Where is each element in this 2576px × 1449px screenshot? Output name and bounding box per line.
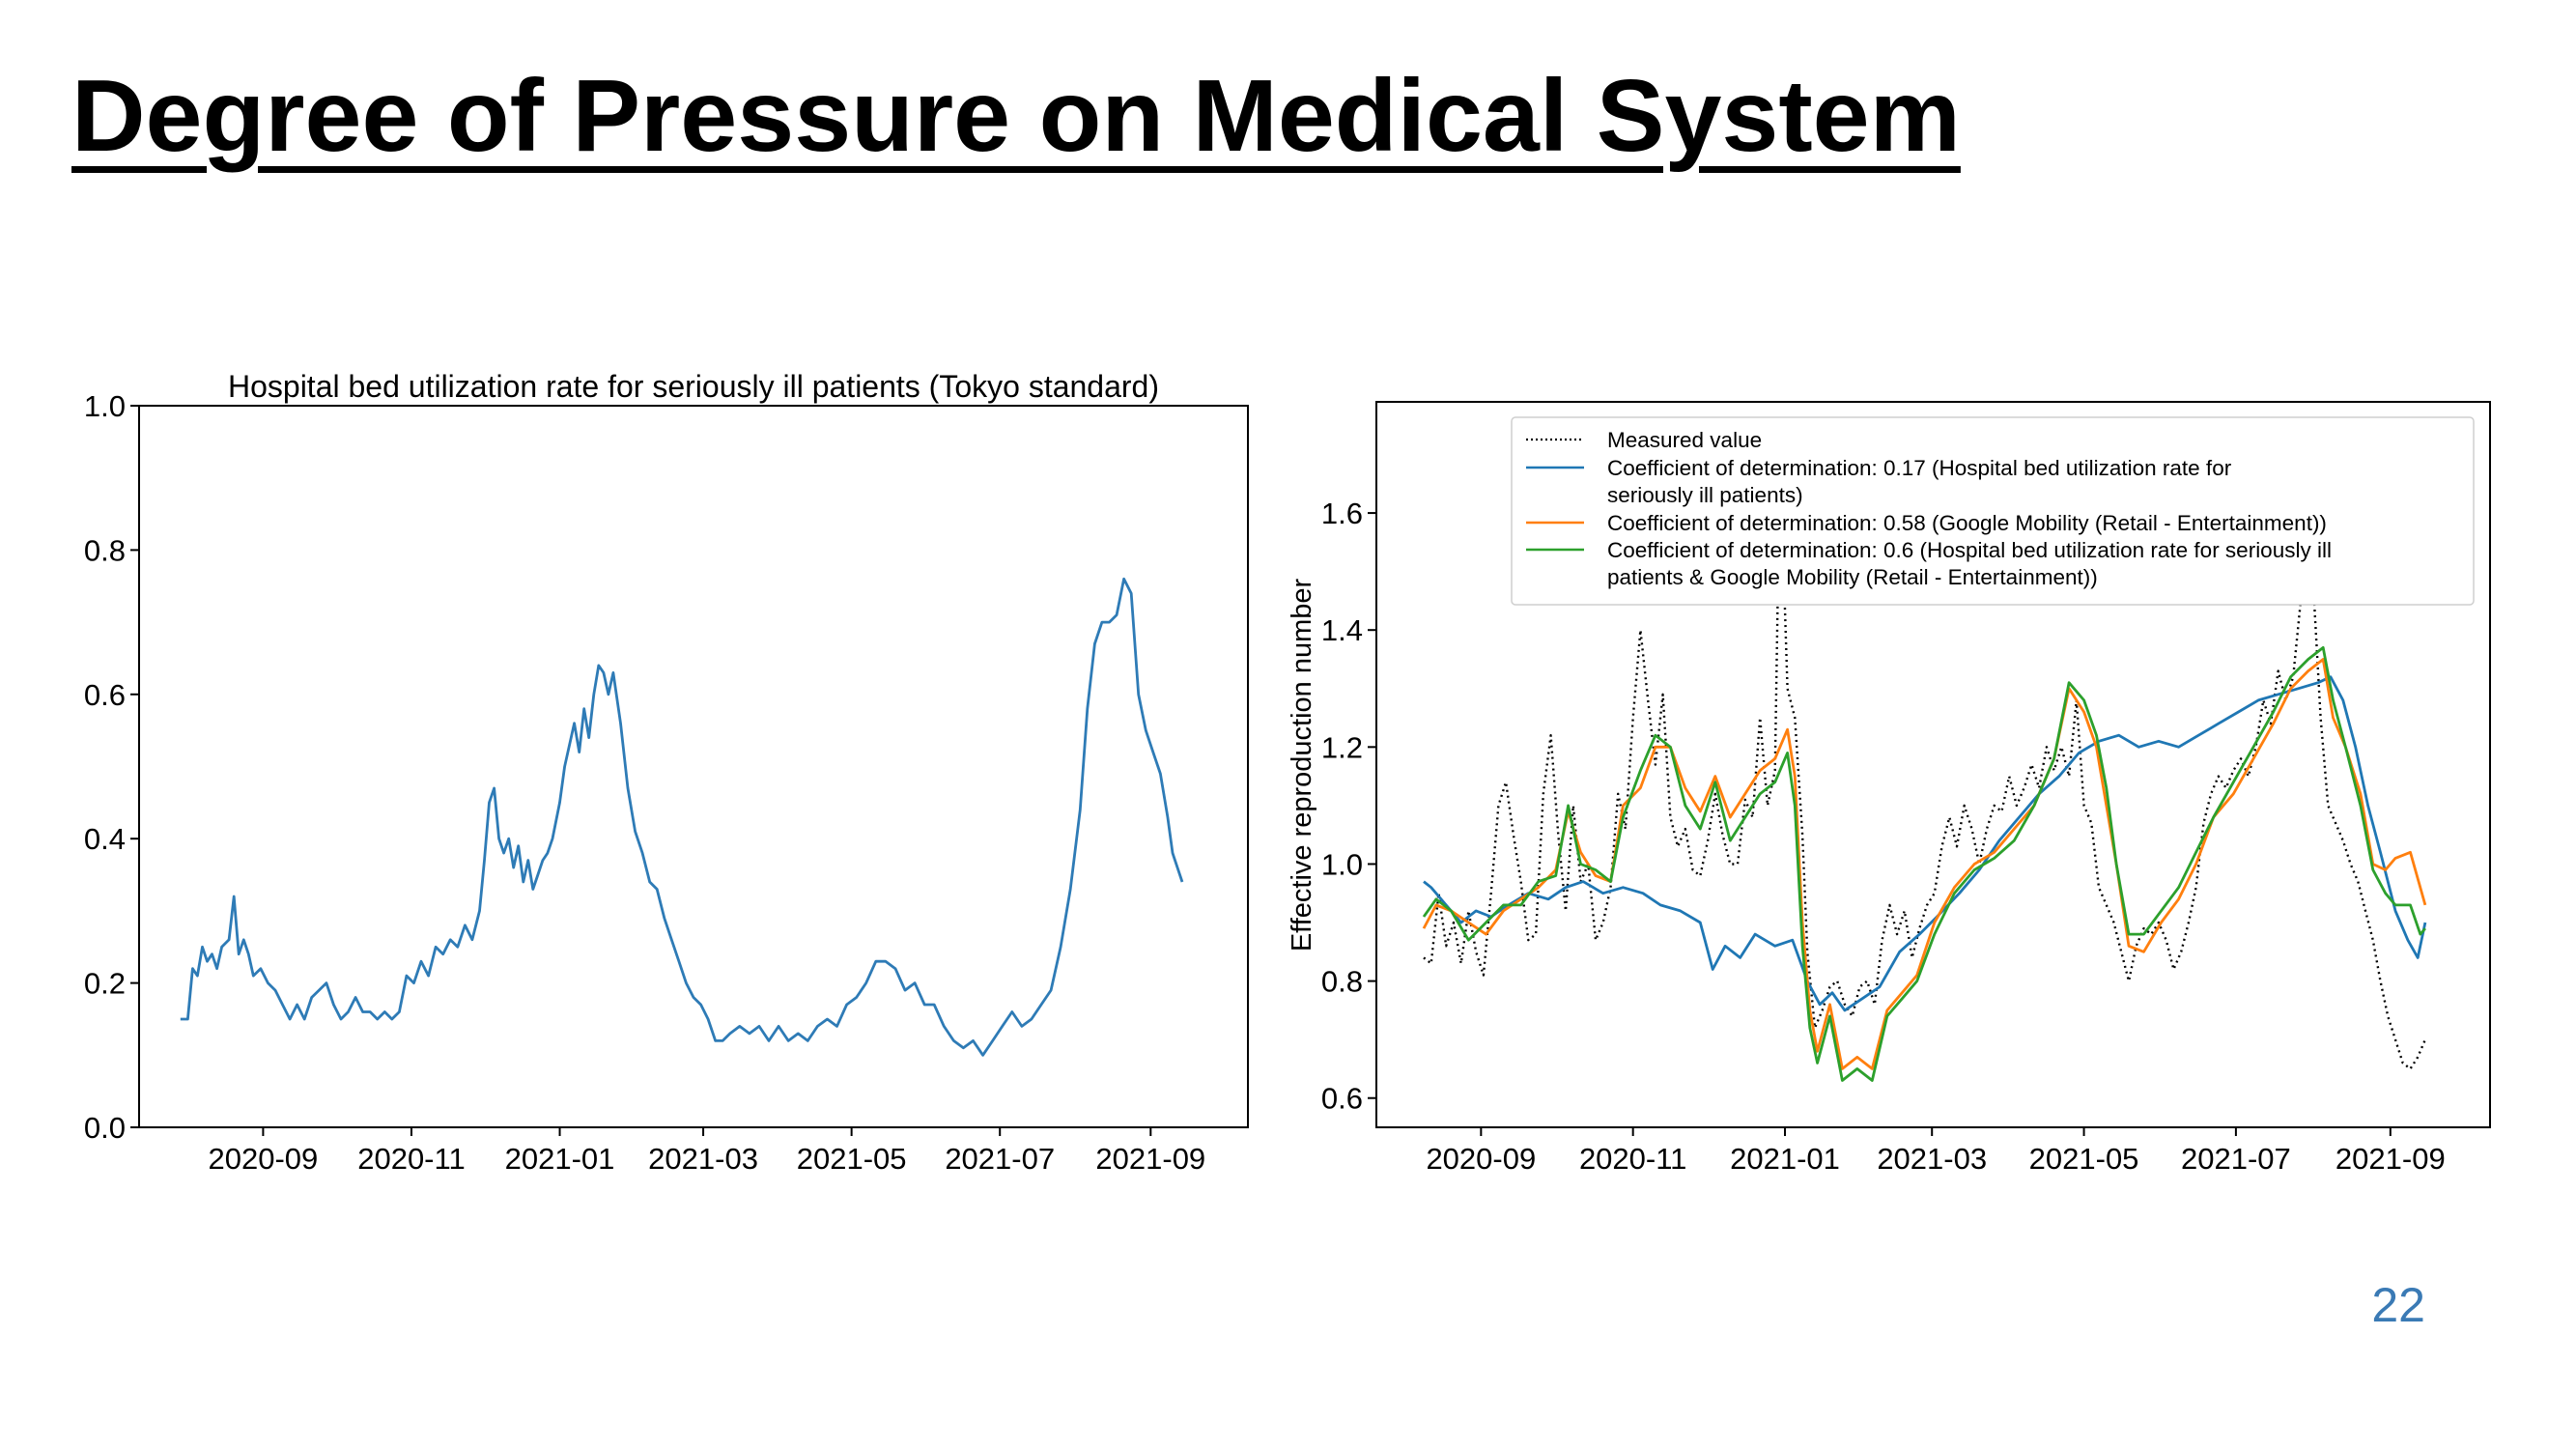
c1-x-tick-label: 2020-11 xyxy=(357,1142,465,1176)
c2-y-tick-label: 1.6 xyxy=(1321,497,1363,530)
c1-series-line-0 xyxy=(180,577,1184,1057)
plot-frame xyxy=(1375,401,2491,1128)
c2-x-tick-label: 2021-07 xyxy=(2181,1142,2291,1176)
legend: Measured value Coefficient of determinat… xyxy=(1511,416,2475,606)
c2-x-tick-label: 2021-09 xyxy=(2335,1142,2446,1176)
c1-y-tick-label: 0.0 xyxy=(84,1111,126,1145)
c1-y-tick-label: 0.8 xyxy=(84,533,126,567)
c1-x-tick-label: 2021-03 xyxy=(648,1142,758,1176)
c1-y-tick-label: 0.2 xyxy=(84,967,126,1001)
series-lines xyxy=(1422,441,2427,1082)
c2-y-tick-label: 0.8 xyxy=(1321,965,1363,999)
c1-x-tick-label: 2021-01 xyxy=(505,1142,615,1176)
legend-label-combined: Coefficient of determination: 0.6 (Hospi… xyxy=(1607,538,2337,589)
c1-y-tick-label: 0.4 xyxy=(84,822,126,856)
legend-label-bed-line2: seriously ill patients) xyxy=(1607,483,1803,507)
legend-label-measured: Measured value xyxy=(1607,428,1762,452)
c1-x-tick-label: 2020-09 xyxy=(209,1142,319,1176)
c2-series-line-2 xyxy=(1422,658,2427,1070)
legend-box xyxy=(1511,416,2475,606)
plot-frame xyxy=(138,405,1249,1128)
c2-series-line-3 xyxy=(1422,646,2426,1082)
axis-ticks: 2020-09 2020-11 2021-01 2021-03 2021-05 2021-… xyxy=(84,389,1205,1176)
c2-x-tick-label: 2021-05 xyxy=(2029,1142,2139,1176)
axis-ticks: 2020-09 2020-11 2021-01 2021-03 2021-05 2021-… xyxy=(1321,497,2446,1176)
c2-x-tick-label: 2021-01 xyxy=(1730,1142,1840,1176)
chart-title: Hospital bed utilization rate for seriou… xyxy=(228,369,1159,404)
c2-series-line-1 xyxy=(1423,675,2427,1012)
c2-series-line-0 xyxy=(1423,441,2427,1070)
legend-label-mobility: Coefficient of determination: 0.58 (Goog… xyxy=(1607,511,2327,535)
legend-label-combined-line1: Coefficient of determination: 0.6 (Hospi… xyxy=(1607,538,2332,562)
slide-title: Degree of Pressure on Medical System xyxy=(71,59,1961,173)
c2-y-tick-label: 1.2 xyxy=(1321,730,1363,764)
legend-label-bed-line1: Coefficient of determination: 0.17 (Hosp… xyxy=(1607,456,2232,480)
c2-y-tick-label: 0.6 xyxy=(1321,1082,1363,1116)
y-axis-label: Effective reproduction number xyxy=(1287,578,1317,952)
c1-y-tick-label: 1.0 xyxy=(84,389,126,423)
legend-label-combined-line2: patients & Google Mobility (Retail - Ent… xyxy=(1607,565,2098,589)
c2-y-tick-label: 1.4 xyxy=(1321,613,1363,647)
c1-x-tick-label: 2021-05 xyxy=(797,1142,907,1176)
series-lines xyxy=(180,577,1184,1057)
legend-label-bed: Coefficient of determination: 0.17 (Hosp… xyxy=(1607,456,2237,507)
c1-y-tick-label: 0.6 xyxy=(84,678,126,712)
c2-x-tick-label: 2021-03 xyxy=(1877,1142,1987,1176)
c2-x-tick-label: 2020-11 xyxy=(1579,1142,1686,1176)
c2-x-tick-label: 2020-09 xyxy=(1426,1142,1536,1176)
c1-x-tick-label: 2021-09 xyxy=(1095,1142,1205,1176)
c2-y-tick-label: 1.0 xyxy=(1321,847,1363,881)
c1-x-tick-label: 2021-07 xyxy=(945,1142,1055,1176)
page-number: 22 xyxy=(2371,1278,2425,1332)
